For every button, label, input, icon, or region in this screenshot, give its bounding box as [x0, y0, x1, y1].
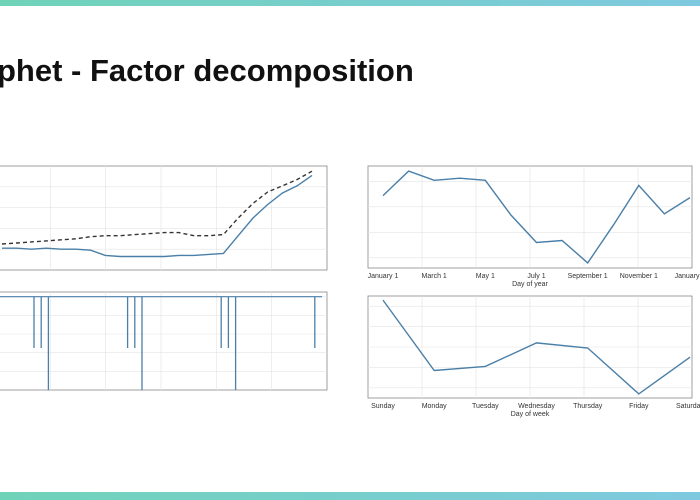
x-tick-label: Sunday: [371, 403, 395, 410]
x-tick-label: Tuesday: [472, 403, 499, 410]
data-line: [2, 174, 313, 258]
x-tick-label: January 1: [368, 273, 399, 280]
x-tick-label: May 1: [476, 273, 495, 280]
x-tick-label: Friday: [629, 403, 649, 410]
x-axis-label: Day of year: [512, 281, 548, 288]
slide-title: phet - Factor decomposition: [0, 53, 414, 88]
x-tick-label: Wednesday: [518, 403, 555, 410]
x-axis-label: Day of week: [511, 411, 550, 418]
x-tick-label: January 1: [675, 273, 700, 280]
x-tick-label: Thursday: [573, 403, 603, 410]
x-tick-label: September 1: [568, 273, 608, 280]
top-band: [0, 0, 700, 6]
x-tick-label: Monday: [422, 403, 447, 410]
data-line: [1, 170, 313, 245]
data-line: [382, 299, 691, 395]
plot-area: [0, 165, 328, 271]
x-tick-label: November 1: [620, 273, 658, 280]
x-tick-label: March 1: [422, 273, 447, 280]
x-tick-label: Saturday: [676, 403, 700, 410]
bottom-band: [0, 492, 700, 500]
data-line: [382, 170, 691, 264]
x-tick-label: July 1: [527, 273, 545, 280]
